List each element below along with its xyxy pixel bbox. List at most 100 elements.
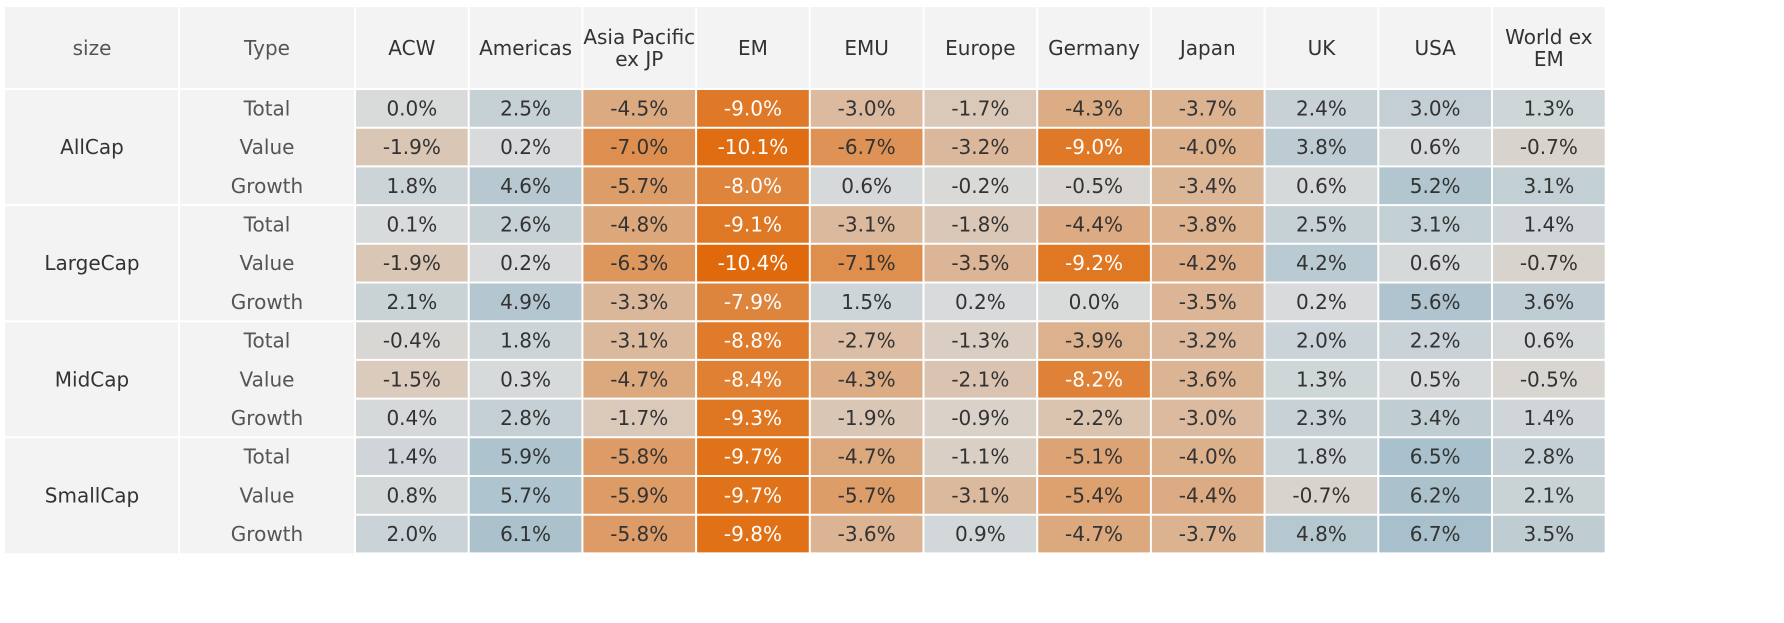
heatmap-cell xyxy=(1378,243,1492,283)
heatmap-cell xyxy=(355,89,469,128)
heatmap-cell xyxy=(696,282,810,322)
heatmap-cell xyxy=(468,398,583,438)
heatmap-cell xyxy=(1492,166,1606,206)
heatmap-cell xyxy=(1378,476,1492,515)
heatmap-cell xyxy=(696,89,810,128)
column-header: ACW xyxy=(388,36,435,60)
heatmap-cell xyxy=(1037,398,1151,438)
type-label: Value xyxy=(240,135,295,159)
cell-value-label: -2.7% xyxy=(838,329,896,353)
heatmap-cell xyxy=(923,282,1038,322)
heatmap-cell xyxy=(1150,243,1265,283)
cell-value-label: -5.7% xyxy=(838,483,896,507)
cell-value-label: -9.2% xyxy=(1065,251,1123,275)
type-label: Value xyxy=(240,483,295,507)
cell-value-label: -1.1% xyxy=(951,445,1009,469)
cell-value-label: -5.8% xyxy=(610,445,668,469)
cell-value-label: -9.0% xyxy=(1065,135,1123,159)
heatmap-cell xyxy=(1492,437,1606,476)
cell-value-label: -3.1% xyxy=(951,483,1009,507)
size-group-label: LargeCap xyxy=(44,251,139,275)
heatmap-cell xyxy=(1037,89,1151,128)
cell-value-label: -3.1% xyxy=(610,329,668,353)
cell-value-label: 1.4% xyxy=(386,445,437,469)
cell-value-label: -5.1% xyxy=(1065,445,1123,469)
cell-value-label: 2.0% xyxy=(386,522,437,546)
type-label: Growth xyxy=(231,290,303,314)
column-header: Europe xyxy=(945,36,1015,60)
cell-value-label: 0.6% xyxy=(1410,135,1461,159)
cell-value-label: 3.1% xyxy=(1410,212,1461,236)
heatmap-cell xyxy=(1264,437,1379,476)
heatmap-cell xyxy=(696,398,810,438)
heatmap-cell xyxy=(582,359,697,399)
cell-value-label: -6.3% xyxy=(610,251,668,275)
cell-value-label: -0.5% xyxy=(1065,174,1123,198)
heatmap-cell xyxy=(923,243,1038,283)
heatmap-cell xyxy=(355,205,469,244)
heatmap-cell xyxy=(1264,127,1379,167)
heatmap-cell xyxy=(1150,476,1265,515)
cell-value-label: -2.1% xyxy=(951,367,1009,391)
cell-value-label: -9.7% xyxy=(724,445,782,469)
column-header: UK xyxy=(1308,36,1337,60)
heatmap-cell xyxy=(696,359,810,399)
heatmap-cell xyxy=(468,437,583,476)
cell-value-label: 0.0% xyxy=(386,96,437,120)
cell-value-label: -0.7% xyxy=(1520,251,1578,275)
cell-value-label: 0.2% xyxy=(500,135,551,159)
heatmap-cell xyxy=(1264,243,1379,283)
heatmap-cell xyxy=(1378,282,1492,322)
heatmap-cell xyxy=(1037,243,1151,283)
cell-value-label: 1.5% xyxy=(841,290,892,314)
cell-value-label: 0.2% xyxy=(955,290,1006,314)
cell-value-label: 6.2% xyxy=(1410,483,1461,507)
cell-value-label: 4.6% xyxy=(500,174,551,198)
cell-value-label: -4.8% xyxy=(610,212,668,236)
heatmap-cell xyxy=(355,321,469,360)
cell-value-label: 2.4% xyxy=(1296,96,1347,120)
heatmap-cell xyxy=(1150,89,1265,128)
size-group-label: AllCap xyxy=(60,135,124,159)
type-label: Value xyxy=(240,367,295,391)
type-label: Total xyxy=(243,445,291,469)
cell-value-label: -0.7% xyxy=(1292,483,1350,507)
heatmap-cell xyxy=(1037,514,1151,554)
heatmap-cell xyxy=(1150,321,1265,360)
heatmap-cell xyxy=(1492,243,1606,283)
cell-value-label: -4.2% xyxy=(1179,251,1237,275)
heatmap-cell xyxy=(355,282,469,322)
cell-value-label: -10.1% xyxy=(718,135,789,159)
heatmap-cell xyxy=(923,437,1038,476)
cell-value-label: 1.3% xyxy=(1523,96,1574,120)
cell-value-label: -1.9% xyxy=(838,406,896,430)
heatmap-cell xyxy=(1492,205,1606,244)
cell-value-label: -3.2% xyxy=(951,135,1009,159)
cell-value-label: -0.5% xyxy=(1520,367,1578,391)
type-label: Value xyxy=(240,251,295,275)
cell-value-label: 5.9% xyxy=(500,445,551,469)
cell-value-label: 5.6% xyxy=(1410,290,1461,314)
heatmap-cell xyxy=(582,321,697,360)
cell-value-label: 3.8% xyxy=(1296,135,1347,159)
cell-value-label: -9.3% xyxy=(724,406,782,430)
heatmap-cell xyxy=(468,205,583,244)
cell-value-label: 1.8% xyxy=(386,174,437,198)
heatmap-cell xyxy=(1150,437,1265,476)
heatmap-cell xyxy=(923,359,1038,399)
heatmap-cell xyxy=(809,166,924,206)
heatmap-cell xyxy=(1037,476,1151,515)
cell-value-label: -1.9% xyxy=(383,251,441,275)
heatmap-cell xyxy=(696,476,810,515)
cell-value-label: 0.4% xyxy=(386,406,437,430)
heatmap-cell xyxy=(696,243,810,283)
cell-value-label: -5.9% xyxy=(610,483,668,507)
heatmap-cell xyxy=(696,205,810,244)
cell-value-label: -3.2% xyxy=(1179,329,1237,353)
cell-value-label: 0.0% xyxy=(1069,290,1120,314)
heatmap-cell xyxy=(1492,127,1606,167)
cell-value-label: 4.2% xyxy=(1296,251,1347,275)
heatmap-cell xyxy=(809,205,924,244)
cell-value-label: 2.6% xyxy=(500,212,551,236)
